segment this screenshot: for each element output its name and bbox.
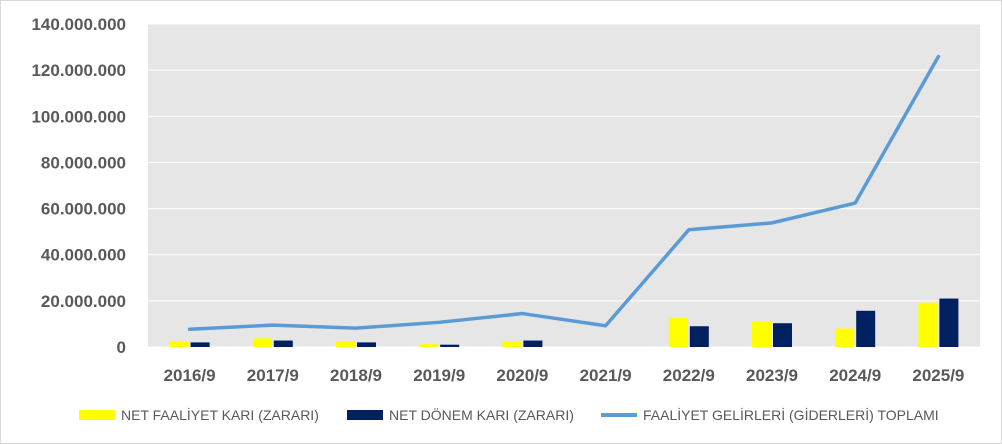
bar — [835, 328, 855, 347]
y-tick-label: 140.000.000 — [31, 15, 126, 34]
legend-label-net-donem: NET DÖNEM KARI (ZARARI) — [389, 407, 574, 423]
x-tick-label: 2024/9 — [829, 366, 881, 385]
legend-swatch-blue-line — [601, 413, 637, 417]
x-tick-label: 2021/9 — [580, 366, 632, 385]
x-tick-label: 2022/9 — [663, 366, 715, 385]
legend-label-net-faaliyet: NET FAALİYET KARI (ZARARI) — [121, 407, 319, 423]
x-tick-label: 2023/9 — [746, 366, 798, 385]
x-tick-label: 2019/9 — [413, 366, 465, 385]
legend-item-net-donem: NET DÖNEM KARI (ZARARI) — [347, 403, 574, 427]
x-tick-label: 2017/9 — [247, 366, 299, 385]
bar — [773, 323, 792, 347]
bar — [939, 298, 959, 347]
bar — [273, 340, 293, 347]
y-tick-label: 120.000.000 — [31, 61, 126, 80]
legend-swatch-yellow — [79, 410, 115, 420]
x-tick-label: 2016/9 — [164, 366, 216, 385]
y-tick-label: 0 — [117, 338, 126, 357]
x-tick-label: 2020/9 — [496, 366, 548, 385]
y-tick-label: 60.000.000 — [41, 200, 126, 219]
bar — [336, 341, 355, 347]
series-line — [187, 54, 941, 331]
plot-area — [148, 24, 980, 347]
bar — [689, 326, 709, 347]
bar — [252, 338, 272, 347]
bar — [918, 302, 938, 347]
chart: 0 20.000.000 40.000.000 60.000.000 80.000.00… — [31, 15, 980, 385]
legend-swatch-navy — [347, 410, 383, 420]
bar — [419, 344, 439, 347]
y-tick-label: 100.000.000 — [31, 107, 126, 126]
bar — [523, 340, 543, 347]
y-tick-label: 20.000.000 — [41, 292, 126, 311]
bar — [440, 344, 460, 347]
x-tick-label: 2025/9 — [912, 366, 964, 385]
legend-label-faaliyet-gelirleri: FAALİYET GELİRLERİ (GİDERLERİ) TOPLAMI — [643, 407, 939, 423]
bar — [856, 310, 876, 347]
legend-item-faaliyet-gelirleri: FAALİYET GELİRLERİ (GİDERLERİ) TOPLAMI — [601, 403, 939, 427]
bar — [190, 342, 210, 347]
legend-item-net-faaliyet: NET FAALİYET KARI (ZARARI) — [79, 403, 319, 427]
bar — [357, 342, 376, 347]
y-tick-label: 40.000.000 — [41, 246, 126, 265]
x-tick-label: 2018/9 — [330, 366, 382, 385]
bar — [502, 341, 522, 347]
bar — [668, 318, 688, 347]
bar — [752, 321, 771, 347]
legend: NET FAALİYET KARI (ZARARI) NET DÖNEM KAR… — [1, 403, 1002, 427]
bar — [169, 341, 189, 347]
y-tick-label: 80.000.000 — [41, 153, 126, 172]
